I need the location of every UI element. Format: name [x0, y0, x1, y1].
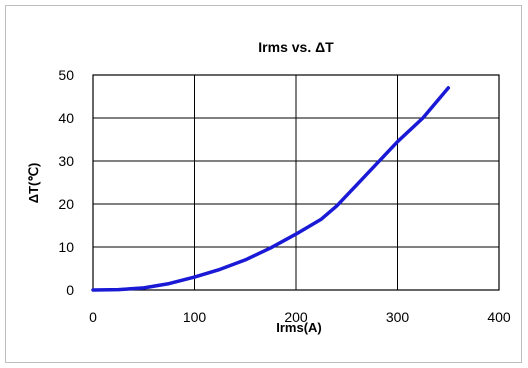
grid: [93, 75, 499, 290]
y-tick-label: 30: [58, 153, 74, 169]
plot-area: [92, 74, 500, 291]
y-tick-label: 10: [58, 239, 74, 255]
y-tick-label: 40: [58, 110, 74, 126]
x-tick-label: 200: [284, 309, 308, 325]
y-axis-label: ΔT(℃): [26, 163, 41, 204]
y-tick-label: 0: [66, 282, 74, 298]
chart-title: Irms vs. ΔT: [258, 39, 334, 55]
x-axis-label: Irms(A): [276, 320, 322, 335]
x-axis-ticks: 0 100 200 300 400: [89, 309, 511, 325]
x-tick-label: 300: [386, 309, 410, 325]
y-tick-label: 20: [58, 196, 74, 212]
x-tick-label: 0: [89, 309, 97, 325]
chart-frame: [5, 5, 522, 363]
x-tick-label: 400: [487, 309, 511, 325]
series-line: [91, 86, 451, 292]
y-tick-label: 50: [58, 67, 74, 83]
y-axis-ticks: 0 10 20 30 40 50: [58, 67, 74, 298]
x-tick-label: 100: [183, 309, 207, 325]
